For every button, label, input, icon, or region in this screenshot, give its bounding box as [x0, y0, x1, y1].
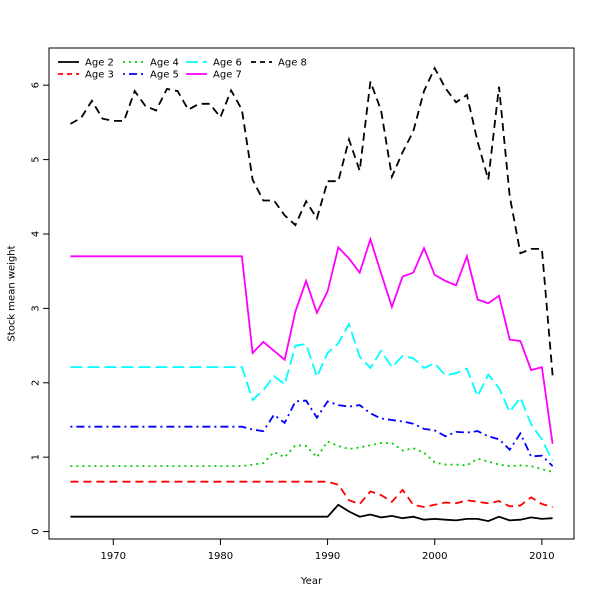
series-line-age-7: [70, 236, 554, 444]
y-tick-label: 6: [31, 82, 42, 88]
x-tick-label: 2010: [529, 551, 554, 562]
x-tick-label: 2000: [422, 551, 447, 562]
legend-label: Age 4: [150, 58, 179, 69]
legend-label: Age 8: [278, 58, 307, 69]
series-layer: [69, 66, 554, 523]
y-axis-title: Stock mean weight: [7, 245, 18, 341]
x-tick-label: 1980: [208, 551, 233, 562]
y-tick-label: 3: [31, 305, 42, 311]
series-line-age-3: [70, 480, 553, 508]
x-axis-title: Year: [300, 576, 323, 587]
legend-label: Age 7: [213, 70, 242, 81]
legend-label: Age 5: [150, 70, 179, 81]
legend-label: Age 2: [85, 58, 114, 69]
y-tick-label: 5: [31, 156, 42, 162]
legend-label: Age 3: [85, 70, 114, 81]
y-tick-label: 4: [31, 231, 42, 237]
axes-layer: 1970 1980 1990 2000 2010 0 1 2 3 4 5 6: [31, 82, 555, 562]
series-line-age-5: [70, 399, 554, 467]
x-tick-label: 1970: [101, 551, 126, 562]
y-tick-label: 2: [31, 380, 42, 386]
series-line-age-8: [69, 66, 554, 376]
y-tick-label: 1: [31, 454, 42, 460]
series-line-age-2: [70, 503, 553, 523]
y-tick-label: 0: [31, 528, 42, 534]
plot-frame: [48, 47, 575, 540]
legend-label: Age 6: [213, 58, 242, 69]
x-tick-label: 1990: [315, 551, 340, 562]
series-line-age-6: [70, 321, 554, 462]
